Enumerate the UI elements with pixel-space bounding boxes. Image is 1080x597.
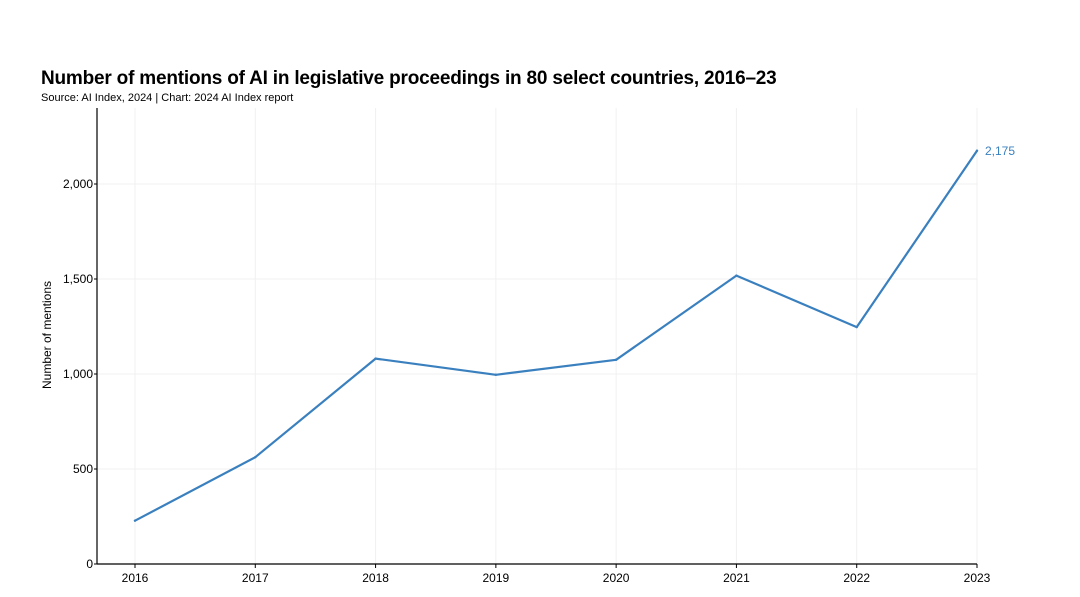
y-tick-label: 1,000 (63, 367, 93, 381)
chart-title: Number of mentions of AI in legislative … (41, 68, 777, 89)
data-point (735, 274, 738, 277)
x-tick-label: 2022 (843, 571, 870, 585)
x-tick-label: 2018 (362, 571, 389, 585)
y-tick-labels: 0 500 1,000 1,500 2,000 (63, 177, 97, 571)
x-tick-labels: 2016 2017 2018 2019 2020 2021 2022 2023 (122, 564, 991, 585)
data-point (614, 358, 618, 361)
data-point (133, 519, 137, 522)
x-tick-label: 2016 (122, 571, 149, 585)
axes (96, 108, 977, 565)
data-labels: 2,175 (985, 144, 1015, 158)
y-tick-label: 0 (86, 557, 93, 571)
y-tick-label: 500 (73, 462, 93, 476)
data-point (975, 149, 979, 152)
gridlines (97, 108, 978, 564)
data-point (374, 357, 377, 360)
x-tick-label: 2021 (723, 571, 750, 585)
series-line (133, 149, 979, 522)
data-point (855, 325, 858, 329)
x-tick-label: 2017 (242, 571, 269, 585)
x-tick-label: 2020 (603, 571, 630, 585)
x-tick-label: 2019 (483, 571, 510, 585)
data-label: 2,175 (985, 144, 1015, 158)
chart-subtitle: Source: AI Index, 2024 | Chart: 2024 AI … (41, 92, 294, 104)
series-group (133, 149, 979, 522)
y-tick-label: 2,000 (63, 177, 93, 191)
x-tick-label: 2023 (964, 571, 991, 585)
data-point (254, 456, 257, 459)
y-tick-label: 1,500 (63, 272, 93, 286)
data-point (494, 373, 498, 376)
y-axis-label: Number of mentions (40, 281, 54, 389)
